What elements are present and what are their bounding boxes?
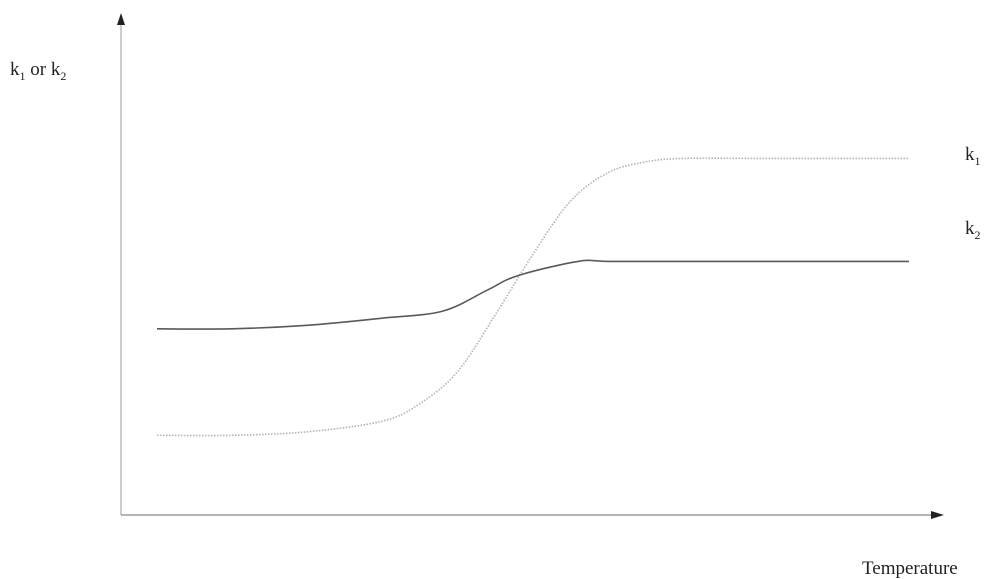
- series-label-k2: k2: [965, 218, 981, 242]
- series-layer: [156, 157, 909, 437]
- y-axis-label: k1 or k2: [10, 59, 66, 83]
- series-line-k2: [156, 259, 909, 330]
- series-label-k1: k1: [965, 144, 981, 168]
- x-axis-arrow: [931, 511, 944, 519]
- y-axis-arrow: [117, 13, 125, 25]
- x-axis-label: Temperature: [862, 558, 958, 579]
- series-line-k1: [156, 157, 909, 437]
- axes: [117, 13, 944, 519]
